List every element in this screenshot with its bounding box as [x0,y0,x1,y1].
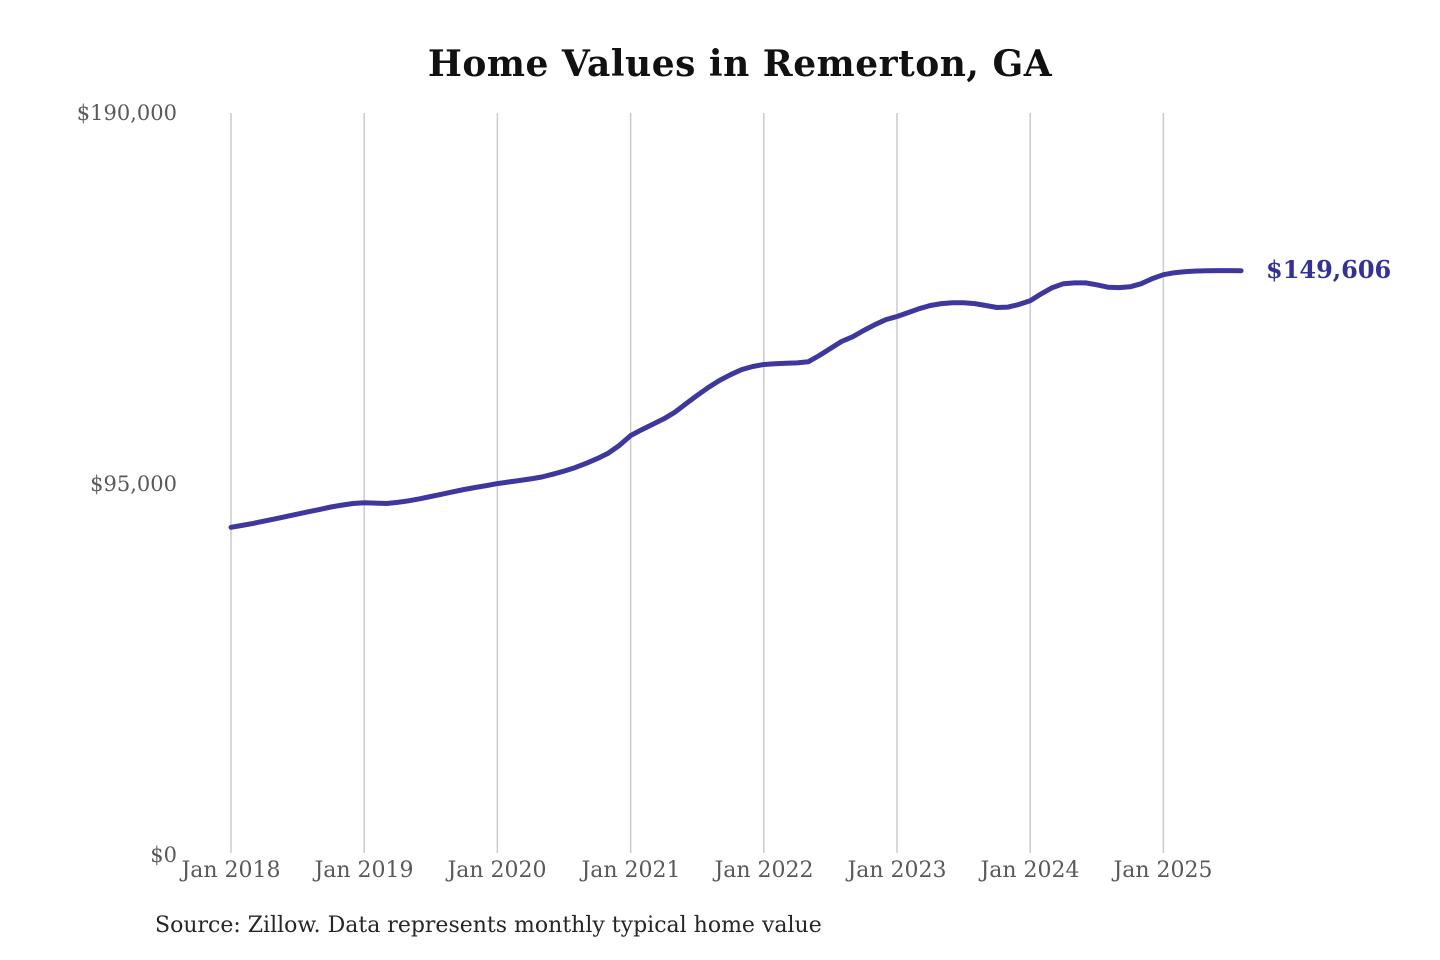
end-value-label: $149,606 [1266,255,1392,284]
x-axis-tick-label: Jan 2018 [181,858,281,883]
y-axis-tick-label: $0 [150,843,177,867]
x-axis-tick-label: Jan 2024 [980,858,1080,883]
x-axis-tick-label: Jan 2021 [581,858,681,883]
x-axis-tick-label: Jan 2022 [714,858,814,883]
y-axis-tick-label: $95,000 [90,472,177,496]
y-axis-tick-label: $190,000 [76,101,177,125]
x-axis-tick-label: Jan 2020 [447,858,547,883]
x-axis-tick-label: Jan 2025 [1113,858,1213,883]
x-axis-tick-label: Jan 2019 [314,858,414,883]
source-note: Source: Zillow. Data represents monthly … [155,913,822,938]
home-value-line [228,268,1244,530]
x-axis-tick-label: Jan 2023 [847,858,947,883]
chart-title: Home Values in Remerton, GA [427,43,1053,85]
